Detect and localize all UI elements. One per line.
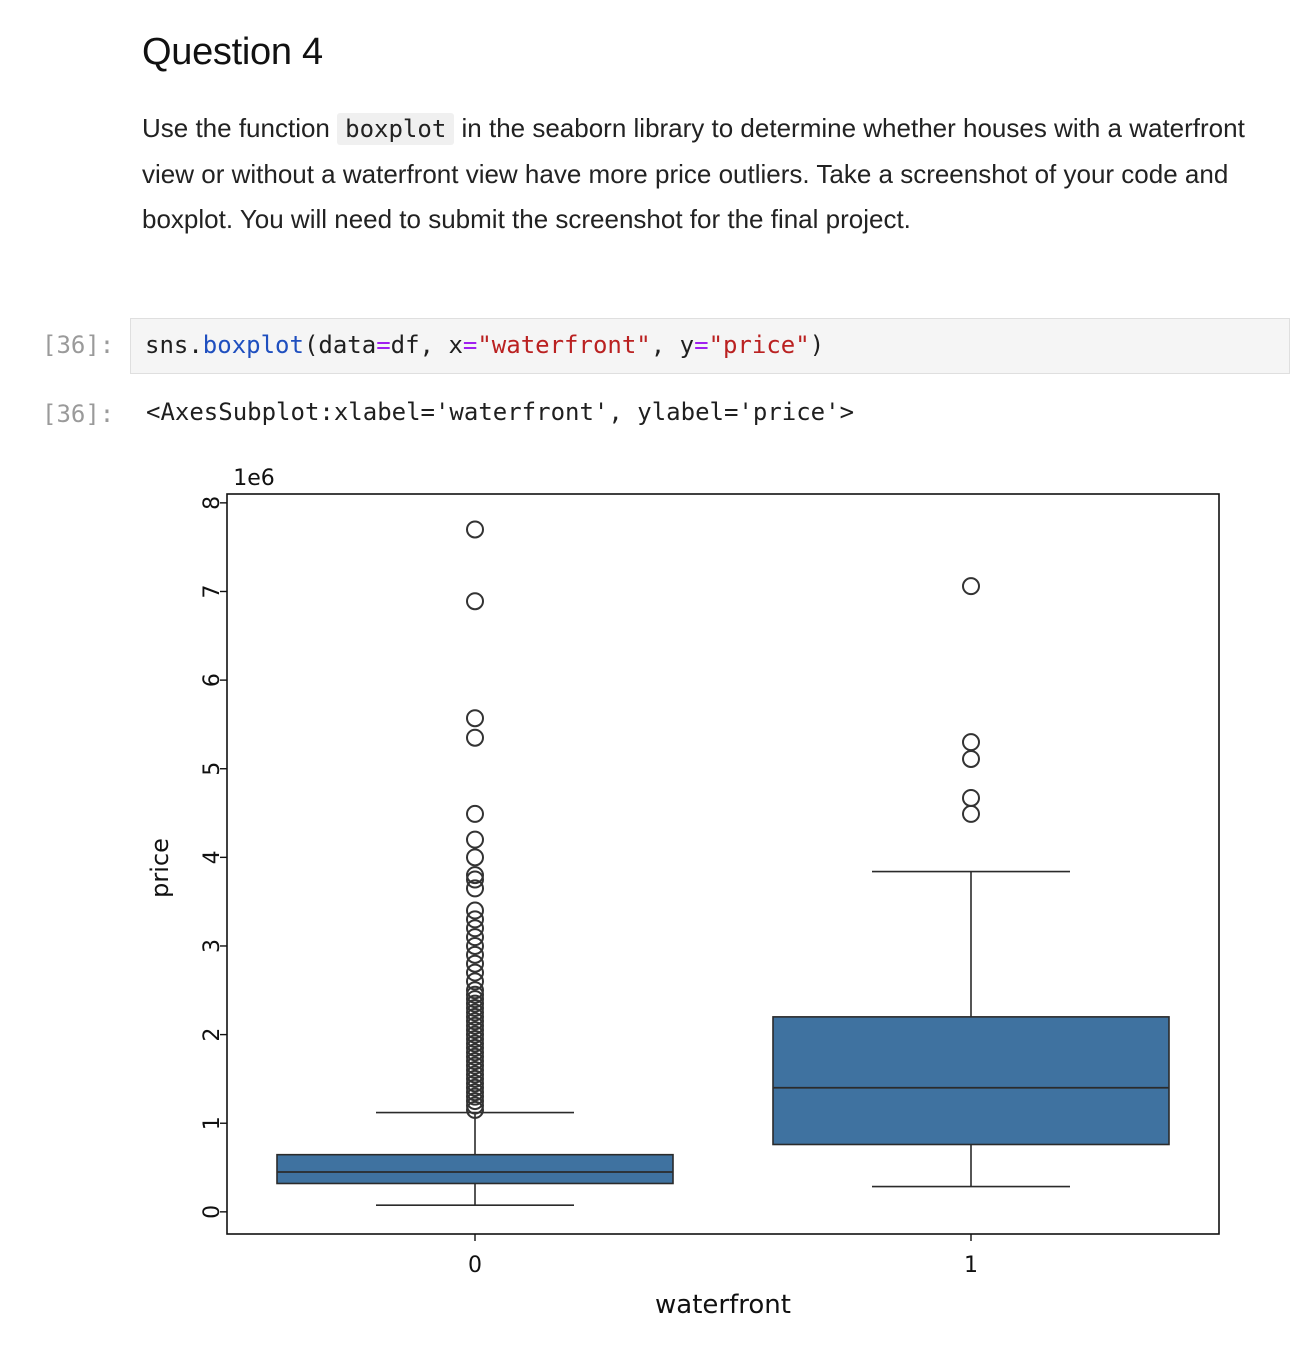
outlier-point: [466, 1034, 484, 1053]
outlier-point: [466, 1007, 484, 1026]
outlier-point: [466, 1052, 484, 1071]
outlier-point: [466, 1065, 484, 1084]
outlier-point: [466, 1069, 484, 1088]
y-tick-label: 6: [200, 673, 225, 687]
code-token-string: "waterfront": [477, 331, 651, 359]
outlier-point: [466, 1038, 484, 1057]
outlier-point: [466, 990, 484, 1009]
code-token-operator: =: [376, 331, 391, 359]
outlier-point: [466, 1047, 484, 1066]
input-prompt: [36]:: [42, 331, 115, 359]
outlier-point: [466, 866, 484, 885]
outlier-point: [466, 1056, 484, 1075]
code-line: sns.boxplot(data=df, x="waterfront", y="…: [145, 331, 824, 359]
y-tick-label: 8: [200, 496, 225, 510]
outlier-point: [962, 749, 980, 768]
outlier-point: [466, 910, 484, 929]
outlier-point: [466, 1003, 484, 1022]
outlier-point: [466, 520, 484, 539]
outlier-point: [466, 985, 484, 1004]
outlier-point: [466, 728, 484, 747]
code-token-paren: ): [809, 331, 825, 359]
y-tick-label: 3: [200, 939, 225, 953]
y-offset-label: 1e6: [233, 466, 275, 491]
question-text-intro: Use the function: [142, 113, 338, 143]
y-axis-label: price: [146, 838, 174, 898]
code-cell-editor[interactable]: sns.boxplot(data=df, x="waterfront", y="…: [130, 318, 1290, 374]
iqr-box: [276, 1153, 674, 1185]
outlier-point: [466, 963, 484, 982]
x-tick-label: 0: [468, 1253, 482, 1278]
outlier-point: [466, 1078, 484, 1097]
code-token-function: boxplot: [202, 331, 304, 359]
x-axis-label: waterfront: [655, 1290, 791, 1320]
outlier-point: [962, 804, 980, 823]
inline-code-boxplot: boxplot: [337, 113, 455, 145]
outlier-point: [466, 919, 484, 938]
outlier-point: [466, 1061, 484, 1080]
outlier-point: [962, 577, 980, 596]
plot-frame: [226, 493, 1220, 1235]
outlier-point: [466, 1092, 484, 1111]
outlier-point: [466, 1087, 484, 1106]
output-repr-text: <AxesSubplot:xlabel='waterfront', ylabel…: [146, 398, 855, 426]
question-text: Use the function boxplot in the seaborn …: [142, 106, 1262, 242]
outlier-point: [466, 709, 484, 728]
outlier-point: [466, 954, 484, 973]
outlier-point: [466, 1025, 484, 1044]
x-tick-label: 1: [964, 1253, 978, 1278]
outlier-point: [466, 870, 484, 889]
outlier-point: [466, 928, 484, 947]
outlier-point: [466, 1016, 484, 1035]
outlier-point: [962, 788, 980, 807]
outlier-point: [466, 879, 484, 898]
question-text-rest: in the seaborn library to determine whet…: [142, 113, 1245, 234]
outlier-point: [466, 901, 484, 920]
outlier-point: [466, 994, 484, 1013]
y-tick-label: 4: [200, 850, 225, 864]
outlier-point: [466, 1074, 484, 1093]
outlier-point: [466, 804, 484, 823]
code-token-operator: =: [462, 331, 478, 359]
y-tick-label: 1: [200, 1116, 225, 1130]
y-tick-label: 7: [200, 584, 225, 598]
code-token-module: sns.: [145, 331, 203, 359]
y-tick-label: 0: [200, 1205, 225, 1219]
outlier-point: [466, 1100, 484, 1119]
code-token-arg: , y: [650, 331, 695, 359]
outlier-point: [466, 592, 484, 611]
outlier-point: [466, 1083, 484, 1102]
code-token-arg: df, x: [390, 331, 463, 359]
outlier-point: [466, 1021, 484, 1040]
outlier-point: [466, 830, 484, 849]
outlier-point: [962, 733, 980, 752]
y-tick-label: 2: [200, 1028, 225, 1042]
outlier-point: [466, 1096, 484, 1115]
outlier-point: [466, 1030, 484, 1049]
code-token-arg: (data: [303, 331, 377, 359]
markdown-cell[interactable]: Question 4 Use the function boxplot in t…: [142, 26, 1262, 242]
question-heading: Question 4: [142, 31, 323, 73]
outlier-point: [466, 936, 484, 955]
y-tick-label: 5: [200, 762, 225, 776]
outlier-point: [466, 1043, 484, 1062]
iqr-box: [772, 1016, 1170, 1146]
code-token-string: "price": [708, 331, 810, 359]
outlier-point: [466, 1012, 484, 1031]
outlier-point: [466, 972, 484, 991]
outlier-point: [466, 981, 484, 1000]
outlier-point: [466, 848, 484, 867]
outlier-point: [466, 999, 484, 1018]
code-token-operator: =: [694, 331, 709, 359]
output-prompt: [36]:: [42, 400, 115, 428]
outlier-point: [466, 945, 484, 964]
